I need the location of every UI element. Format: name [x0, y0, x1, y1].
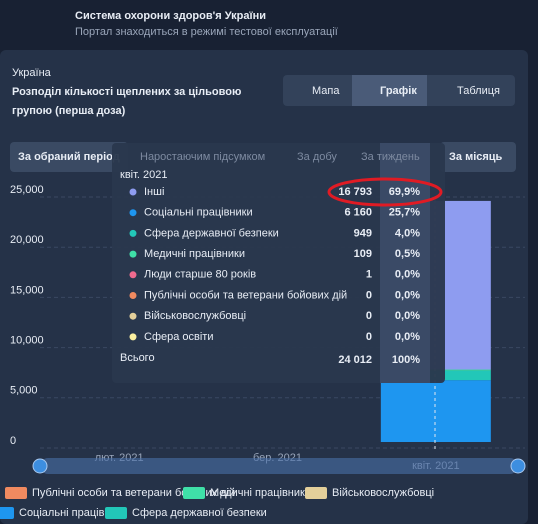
legend-label: Соціальні працівники [19, 507, 128, 519]
period-label[interactable]: За обраний період [18, 151, 120, 163]
row-share: 69,9% [389, 186, 420, 198]
header-title: Система охорони здоров'я України [75, 10, 266, 22]
header-subtitle: Портал знаходиться в режимі тестової екс… [75, 26, 338, 38]
row-share: 0,0% [395, 310, 420, 322]
legend-label: Військовослужбовці [332, 487, 434, 499]
legend-dot [129, 271, 137, 279]
period-label[interactable]: За місяць [449, 151, 503, 163]
row-name: Люди старше 80 років [144, 269, 256, 281]
legend-swatch [5, 487, 27, 499]
panel-title: групою (перша доза) [12, 105, 126, 117]
row-name: Військовослужбовці [144, 310, 246, 322]
legend-dot [129, 312, 137, 320]
legend-dot [129, 292, 137, 299]
legend-swatch [183, 487, 205, 499]
row-share: 0,0% [395, 331, 420, 343]
legend-dot [129, 229, 137, 237]
y-tick-label: 5,000 [10, 385, 38, 397]
tab[interactable]: Таблиця [457, 85, 500, 97]
tab-active [352, 75, 427, 106]
total-value: 24 012 [338, 354, 372, 366]
row-value: 1 [366, 269, 372, 281]
y-tick-label: 10,000 [10, 335, 44, 347]
row-value: 6 160 [344, 207, 372, 219]
row-value: 16 793 [338, 186, 372, 198]
legend-label: Медичні працівники [210, 487, 311, 499]
row-value: 949 [354, 227, 372, 239]
row-name: Сфера державної безпеки [144, 227, 279, 239]
legend-dot [129, 209, 137, 217]
row-share: 0,0% [395, 269, 420, 281]
row-share: 0,0% [395, 289, 420, 301]
period-label[interactable]: За добу [297, 151, 337, 163]
y-tick-label: 15,000 [10, 284, 44, 296]
legend-label: Сфера державної безпеки [132, 507, 267, 519]
tab[interactable]: Мапа [312, 85, 340, 97]
legend-dot [129, 250, 137, 258]
highlight-ellipse [327, 177, 443, 207]
tooltip-date: квіт. 2021 [120, 169, 168, 181]
row-name: Сфера освіти [144, 331, 214, 343]
row-value: 0 [366, 310, 372, 322]
row-value: 0 [366, 289, 372, 301]
row-value: 109 [354, 248, 372, 260]
bar-segment [380, 380, 491, 442]
row-value: 0 [366, 331, 372, 343]
slider-handle[interactable] [32, 458, 48, 474]
period-label[interactable]: Наростаючим підсумком [140, 151, 265, 163]
row-name: Інші [144, 186, 164, 198]
row-share: 0,5% [395, 248, 420, 260]
row-share: 25,7% [389, 207, 420, 219]
region: Україна [12, 67, 52, 79]
tab[interactable]: Графік [380, 85, 417, 97]
legend-dot [129, 333, 137, 341]
y-tick-label: 25,000 [10, 184, 44, 196]
total-label: Всього [120, 352, 155, 364]
slider-handle[interactable] [510, 458, 526, 474]
panel-title: Розподіл кількості щеплених за цільовою [12, 86, 241, 98]
period-label[interactable]: За тиждень [361, 151, 420, 163]
legend-swatch [0, 507, 14, 519]
row-share: 4,0% [395, 227, 420, 239]
row-name: Публічні особи та ветерани бойових дій [144, 289, 347, 301]
period-button[interactable] [10, 142, 128, 172]
period-button[interactable] [440, 142, 516, 172]
row-name: Медичні працівники [144, 248, 245, 260]
legend-dot [129, 188, 137, 196]
legend-swatch [305, 487, 327, 499]
y-tick-label: 20,000 [10, 234, 44, 246]
legend: Публічні особи та ветерани бойових дійМе… [0, 487, 434, 519]
range-slider[interactable] [40, 458, 518, 474]
y-tick-label: 0 [10, 435, 16, 447]
row-name: Соціальні працівники [144, 207, 253, 219]
legend-swatch [105, 507, 127, 519]
total-share: 100% [392, 354, 420, 366]
